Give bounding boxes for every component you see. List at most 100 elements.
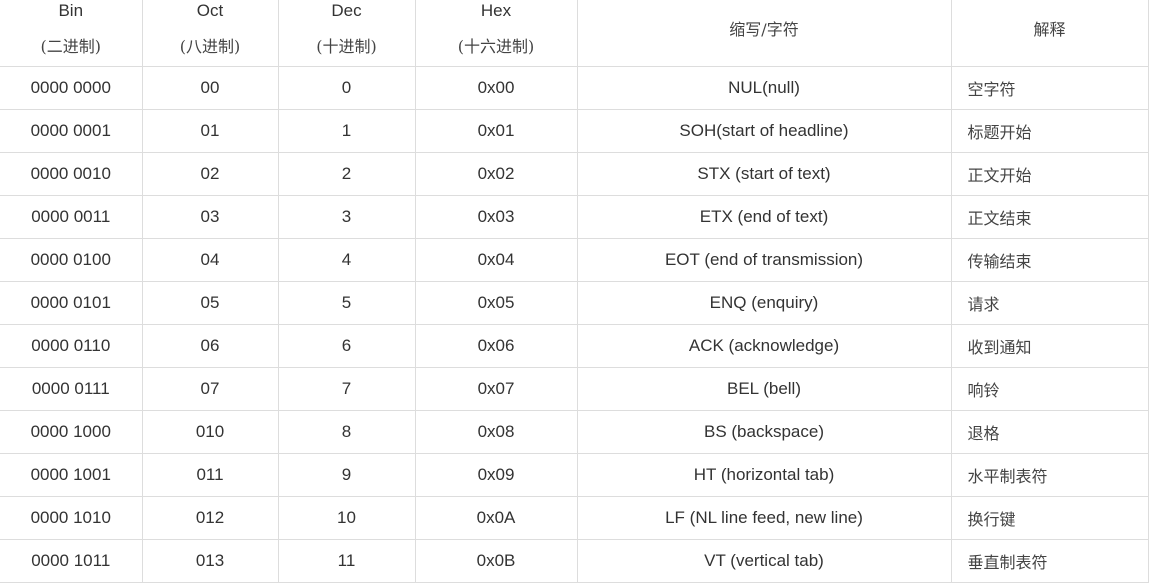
header-hex: Hex (十六进制) — [414, 0, 578, 67]
cell-desc: 传输结束 — [950, 238, 1149, 282]
table-row: 0000 0011 03 3 0x03 ETX (end of text) 正文结束 — [0, 195, 1149, 239]
cell-bin: 0000 1010 — [0, 496, 143, 540]
cell-desc: 空字符 — [950, 66, 1149, 110]
cell-hex: 0x04 — [414, 238, 578, 282]
cell-bin: 0000 0011 — [0, 195, 143, 239]
cell-dec: 1 — [277, 109, 416, 153]
table-row: 0000 1011 013 11 0x0B VT (vertical tab) 垂直制表符 — [0, 539, 1149, 583]
cell-oct: 012 — [141, 496, 279, 540]
header-desc-label: 解释 — [1033, 20, 1066, 39]
cell-bin: 0000 0001 — [0, 109, 143, 153]
table-row: 0000 0110 06 6 0x06 ACK (acknowledge) 收到通知 — [0, 324, 1149, 368]
table-row: 0000 1010 012 10 0x0A LF (NL line feed, new … — [0, 496, 1149, 540]
cell-hex: 0x03 — [414, 195, 578, 239]
cell-dec: 7 — [277, 367, 416, 411]
cell-dec: 0 — [277, 66, 416, 110]
table-row: 0000 1000 010 8 0x08 BS (backspace) 退格 — [0, 410, 1149, 454]
cell-abbr: VT (vertical tab) — [576, 539, 952, 583]
table-row: 0000 0111 07 7 0x07 BEL (bell) 响铃 — [0, 367, 1149, 411]
cell-bin: 0000 0111 — [0, 367, 143, 411]
cell-abbr: HT (horizontal tab) — [576, 453, 952, 497]
cell-dec: 11 — [277, 539, 416, 583]
table-row: 0000 0100 04 4 0x04 EOT (end of transmission… — [0, 238, 1149, 282]
header-bin: Bin (二进制) — [0, 0, 143, 67]
table-header: Bin (二进制) Oct (八进制) Dec (十进制) Hex (十六进制)… — [0, 0, 1149, 67]
cell-abbr: SOH(start of headline) — [576, 109, 952, 153]
cell-oct: 03 — [141, 195, 279, 239]
cell-bin: 0000 0000 — [0, 66, 143, 110]
cell-desc: 正文开始 — [950, 152, 1149, 196]
cell-hex: 0x05 — [414, 281, 578, 325]
header-bin-sublabel: (二进制) — [40, 37, 102, 56]
cell-bin: 0000 0100 — [0, 238, 143, 282]
cell-bin: 0000 1011 — [0, 539, 143, 583]
cell-hex: 0x0A — [414, 496, 578, 540]
table-row: 0000 0001 01 1 0x01 SOH(start of headline) 标题… — [0, 109, 1149, 153]
cell-hex: 0x02 — [414, 152, 578, 196]
table-body: 0000 0000 00 0 0x00 NUL(null) 空字符 0000 0001 01 1… — [0, 66, 1149, 583]
cell-bin: 0000 1000 — [0, 410, 143, 454]
table-row: 0000 0010 02 2 0x02 STX (start of text) 正文开始 — [0, 152, 1149, 196]
header-oct: Oct (八进制) — [141, 0, 279, 67]
table-row: 0000 0101 05 5 0x05 ENQ (enquiry) 请求 — [0, 281, 1149, 325]
cell-hex: 0x01 — [414, 109, 578, 153]
table-row: 0000 0000 00 0 0x00 NUL(null) 空字符 — [0, 66, 1149, 110]
cell-desc: 垂直制表符 — [950, 539, 1149, 583]
header-bin-label: Bin — [58, 1, 84, 20]
header-desc: 解释 — [950, 0, 1149, 67]
cell-hex: 0x08 — [414, 410, 578, 454]
cell-hex: 0x09 — [414, 453, 578, 497]
cell-dec: 6 — [277, 324, 416, 368]
cell-desc: 换行键 — [950, 496, 1149, 540]
cell-oct: 05 — [141, 281, 279, 325]
cell-abbr: EOT (end of transmission) — [576, 238, 952, 282]
cell-abbr: ENQ (enquiry) — [576, 281, 952, 325]
cell-hex: 0x0B — [414, 539, 578, 583]
cell-oct: 02 — [141, 152, 279, 196]
cell-desc: 请求 — [950, 281, 1149, 325]
header-hex-sublabel: (十六进制) — [457, 37, 535, 56]
header-dec: Dec (十进制) — [277, 0, 416, 67]
cell-dec: 3 — [277, 195, 416, 239]
cell-desc: 水平制表符 — [950, 453, 1149, 497]
cell-bin: 0000 0010 — [0, 152, 143, 196]
header-dec-sublabel: (十进制) — [316, 37, 377, 56]
cell-oct: 010 — [141, 410, 279, 454]
header-abbr-label: 缩写/字符 — [729, 20, 799, 39]
cell-desc: 收到通知 — [950, 324, 1149, 368]
cell-oct: 011 — [141, 453, 279, 497]
cell-dec: 8 — [277, 410, 416, 454]
cell-abbr: LF (NL line feed, new line) — [576, 496, 952, 540]
cell-dec: 9 — [277, 453, 416, 497]
cell-abbr: BS (backspace) — [576, 410, 952, 454]
header-oct-label: Oct — [196, 1, 224, 20]
cell-hex: 0x00 — [414, 66, 578, 110]
table-row: 0000 1001 011 9 0x09 HT (horizontal tab) 水平制表… — [0, 453, 1149, 497]
cell-abbr: ETX (end of text) — [576, 195, 952, 239]
cell-desc: 正文结束 — [950, 195, 1149, 239]
cell-oct: 07 — [141, 367, 279, 411]
cell-oct: 013 — [141, 539, 279, 583]
cell-desc: 退格 — [950, 410, 1149, 454]
cell-oct: 04 — [141, 238, 279, 282]
cell-bin: 0000 0101 — [0, 281, 143, 325]
cell-dec: 10 — [277, 496, 416, 540]
header-abbr: 缩写/字符 — [576, 0, 952, 67]
cell-bin: 0000 0110 — [0, 324, 143, 368]
cell-dec: 4 — [277, 238, 416, 282]
header-dec-label: Dec — [331, 1, 362, 20]
cell-abbr: BEL (bell) — [576, 367, 952, 411]
cell-oct: 00 — [141, 66, 279, 110]
cell-oct: 06 — [141, 324, 279, 368]
cell-abbr: ACK (acknowledge) — [576, 324, 952, 368]
header-hex-label: Hex — [480, 1, 512, 20]
cell-dec: 5 — [277, 281, 416, 325]
cell-hex: 0x07 — [414, 367, 578, 411]
cell-oct: 01 — [141, 109, 279, 153]
cell-abbr: STX (start of text) — [576, 152, 952, 196]
cell-desc: 标题开始 — [950, 109, 1149, 153]
header-oct-sublabel: (八进制) — [179, 37, 241, 56]
cell-desc: 响铃 — [950, 367, 1149, 411]
cell-bin: 0000 1001 — [0, 453, 143, 497]
